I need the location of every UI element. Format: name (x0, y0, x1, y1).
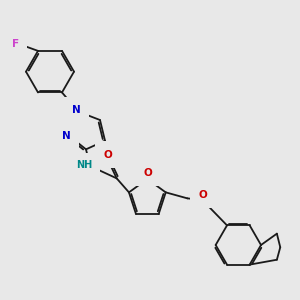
Text: N: N (62, 131, 71, 141)
Text: F: F (12, 38, 19, 49)
Text: NH: NH (76, 160, 92, 170)
Text: O: O (199, 190, 207, 200)
Text: O: O (103, 150, 112, 160)
Text: N: N (72, 105, 81, 115)
Text: O: O (144, 168, 152, 178)
